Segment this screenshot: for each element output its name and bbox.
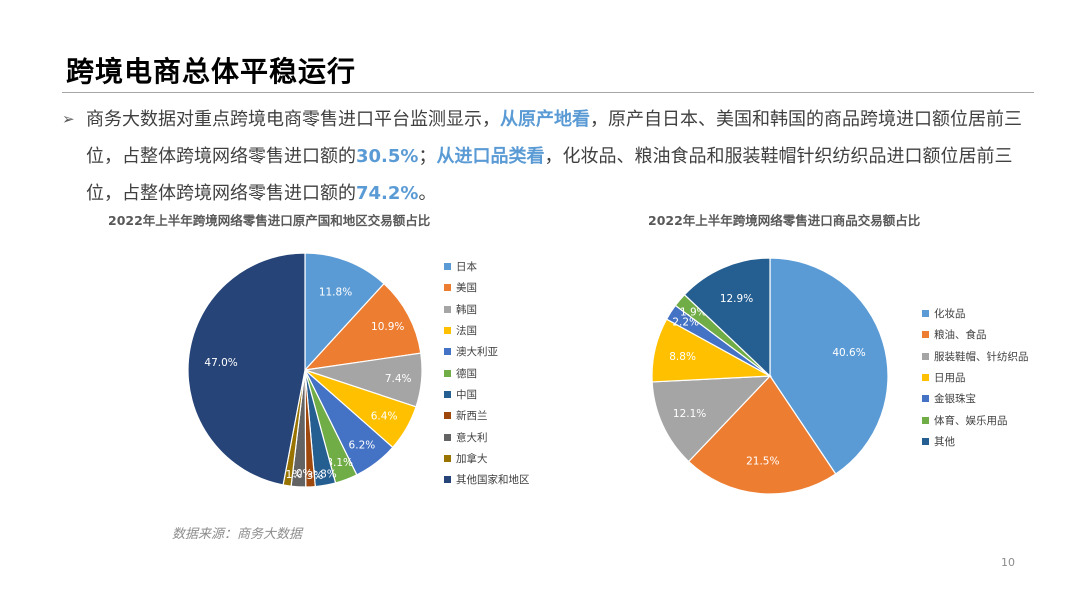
legend-label: 中国 — [456, 388, 477, 401]
legend-swatch — [444, 433, 451, 441]
legend-label: 韩国 — [456, 303, 477, 316]
pie-data-label: 21.5% — [746, 456, 779, 468]
pie-data-label: 12.9% — [720, 293, 753, 305]
legend-swatch — [444, 412, 451, 420]
legend-item: 韩国 — [444, 299, 530, 320]
data-source-note: 数据来源：商务大数据 — [172, 527, 303, 542]
bullet-text-part: 。 — [418, 183, 437, 204]
pie-data-label: 3.1% — [326, 457, 353, 469]
pie-data-label: 2.2% — [672, 317, 699, 329]
legend-item: 美国 — [444, 277, 530, 298]
pie-data-label: 6.2% — [349, 439, 376, 451]
pie-chart-origin: 11.8%10.9%7.4%6.4%6.2%3.1%2.8%1.3%2.0%1.… — [187, 252, 423, 488]
pie-slice-粮油、食品 — [687, 375, 837, 495]
pie-slice-其他国家和地区 — [187, 252, 306, 486]
legend-item: 德国 — [444, 362, 530, 383]
legend-item: 粮油、食品 — [922, 324, 1029, 345]
legend-swatch — [444, 327, 451, 335]
legend-category: 化妆品粮油、食品服装鞋帽、针纺织品 日用品金银珠宝体育、娱乐用品 其他 — [922, 303, 1029, 452]
legend-label: 其他 — [934, 435, 955, 448]
page-number: 10 — [1001, 556, 1015, 569]
legend-item: 日本 — [444, 256, 530, 277]
legend-item: 加拿大 — [444, 448, 530, 469]
legend-item: 新西兰 — [444, 405, 530, 426]
legend-swatch — [444, 263, 451, 271]
legend-label: 德国 — [456, 367, 477, 380]
legend-label: 化妆品 — [934, 308, 966, 321]
legend-swatch — [922, 437, 929, 445]
legend-item: 其他 — [922, 431, 1029, 452]
pie-data-label: 8.8% — [669, 351, 696, 363]
pie-data-label: 10.9% — [371, 321, 404, 333]
legend-item: 体育、娱乐用品 — [922, 409, 1029, 430]
legend-item: 澳大利亚 — [444, 341, 530, 362]
legend-item: 意大利 — [444, 426, 530, 447]
legend-item: 化妆品 — [922, 303, 1029, 324]
bullet-text-part: ，化妆品、粮油食品和服装鞋帽针织纺织品进口额位居前三位，占整体跨境网络零售进口额… — [86, 146, 1013, 204]
legend-label: 金银珠宝 — [934, 393, 976, 406]
bullet-text-part: ； — [418, 146, 437, 167]
legend-swatch — [444, 348, 451, 356]
pie-slice-其他 — [683, 257, 771, 378]
pie-data-label: 11.8% — [319, 287, 352, 299]
legend-swatch — [444, 284, 451, 292]
slide-title: 跨境电商总体平稳运行 — [66, 55, 357, 88]
legend-origin: 日本美国韩国法国澳大利亚德国中国新西兰意大利加拿大其他国家和地区 — [444, 256, 530, 490]
legend-swatch — [922, 416, 929, 424]
legend-swatch — [922, 310, 929, 318]
pie-data-label: 6.4% — [371, 411, 398, 423]
pie-slice-美国 — [303, 282, 422, 371]
pie-slice-日本 — [304, 252, 385, 372]
legend-swatch — [444, 454, 451, 462]
summary-bullet: ➢ 商务大数据对重点跨境电商零售进口平台监测显示，从原产地看，原产自日本、美国和… — [62, 101, 1037, 212]
legend-label: 日用品 — [934, 372, 966, 385]
legend-item: 服装鞋帽、针纺织品 — [922, 346, 1029, 367]
legend-label: 服装鞋帽、针纺织品 — [934, 350, 1029, 363]
legend-swatch — [444, 390, 451, 398]
legend-swatch — [922, 331, 929, 339]
pie-chart-category: 40.6%21.5%12.1%8.8%2.2%1.9%12.9% — [651, 257, 889, 495]
legend-item: 金银珠宝 — [922, 388, 1029, 409]
legend-swatch — [922, 374, 929, 382]
legend-swatch — [444, 476, 451, 484]
chart-category-title: 2022年上半年跨境网络零售进口商品交易额占比 — [648, 213, 921, 228]
legend-item: 日用品 — [922, 367, 1029, 388]
legend-swatch — [444, 369, 451, 377]
legend-swatch — [922, 395, 929, 403]
bullet-text-part: ，原产自日本、美国和韩国的商品跨境进口额位居前三位，占整体跨境网络零售进口额的 — [86, 109, 1022, 167]
bullet-highlight-origin: 从原产地看 — [500, 109, 590, 130]
bullet-text-part: 商务大数据对重点跨境电商零售进口平台监测显示， — [86, 109, 500, 130]
legend-label: 体育、娱乐用品 — [934, 414, 1008, 427]
legend-label: 新西兰 — [456, 410, 488, 423]
bullet-text: 商务大数据对重点跨境电商零售进口平台监测显示，从原产地看，原产自日本、美国和韩国… — [62, 101, 1037, 212]
bullet-highlight-category-share: 74.2% — [356, 183, 419, 204]
bullet-arrow-icon: ➢ — [62, 110, 75, 128]
pie-data-label: 2.8% — [310, 469, 337, 481]
legend-swatch — [922, 352, 929, 360]
chart-origin-title: 2022年上半年跨境网络零售进口原产国和地区交易额占比 — [108, 213, 431, 228]
title-divider — [62, 92, 1034, 93]
pie-data-label: 7.4% — [385, 373, 412, 385]
legend-label: 意大利 — [456, 431, 488, 444]
legend-item: 其他国家和地区 — [444, 469, 530, 490]
pie-slice-化妆品 — [769, 257, 889, 475]
pie-data-label: 12.1% — [673, 408, 706, 420]
legend-label: 澳大利亚 — [456, 346, 498, 359]
legend-item: 中国 — [444, 384, 530, 405]
legend-item: 法国 — [444, 320, 530, 341]
legend-label: 加拿大 — [456, 452, 488, 465]
legend-label: 美国 — [456, 282, 477, 295]
legend-label: 粮油、食品 — [934, 329, 987, 342]
bullet-highlight-category: 从进口品类看 — [436, 146, 545, 167]
pie-data-label: 40.6% — [832, 347, 865, 359]
bullet-highlight-origin-share: 30.5% — [356, 146, 419, 167]
legend-label: 其他国家和地区 — [456, 474, 530, 487]
pie-data-label: 47.0% — [204, 357, 237, 369]
pie-slice-服装鞋帽、针纺织品 — [651, 375, 772, 463]
legend-swatch — [444, 305, 451, 313]
legend-label: 日本 — [456, 261, 477, 274]
legend-label: 法国 — [456, 325, 477, 338]
